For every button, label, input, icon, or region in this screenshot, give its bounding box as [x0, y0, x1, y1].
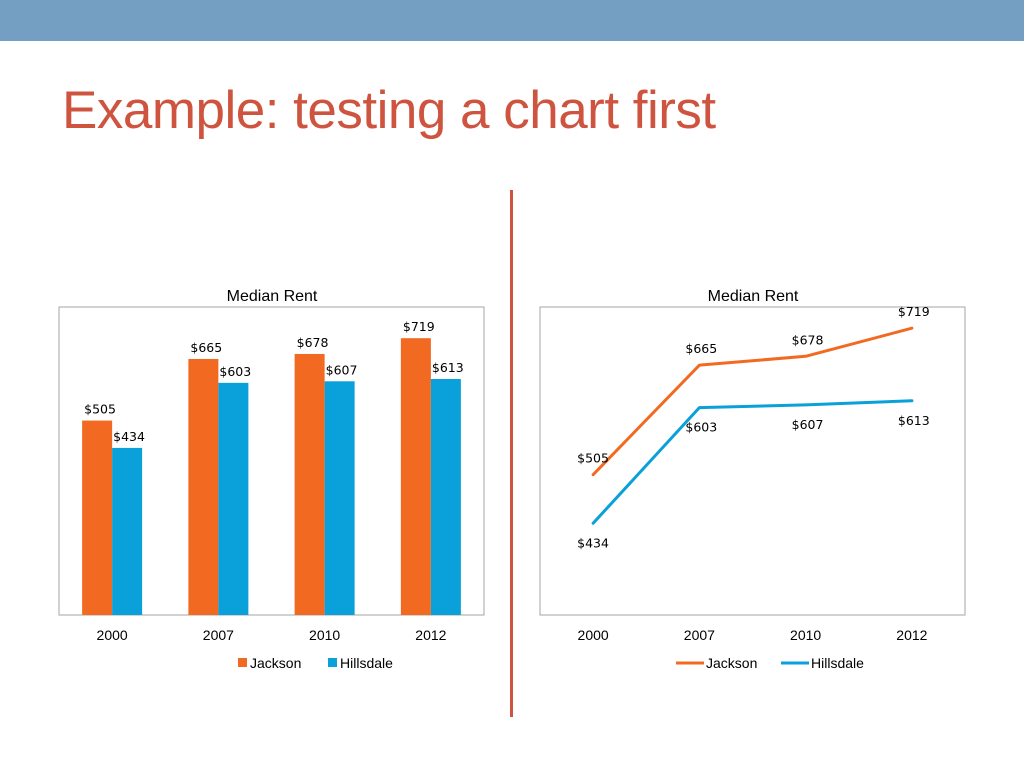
chart1-data-label: $613	[432, 360, 464, 375]
chart2-data-label: $665	[685, 341, 717, 356]
chart1-x-tick-label: 2007	[203, 627, 234, 643]
chart1-x-tick-label: 2010	[309, 627, 340, 643]
chart2-line-hillsdale	[591, 399, 914, 525]
chart1-x-tick-label: 2000	[97, 627, 128, 643]
chart2-x-tick-label: 2012	[896, 627, 927, 643]
chart2-data-label: $603	[685, 420, 717, 435]
chart2-plot-area	[539, 306, 966, 616]
chart1-data-label: $603	[219, 364, 251, 379]
chart1-legend-swatch-hillsdale	[328, 658, 337, 667]
chart1-bar-hillsdale	[324, 381, 355, 615]
chart1-legend-label: Hillsdale	[340, 655, 393, 671]
chart1-legend-swatch-jackson	[238, 658, 247, 667]
chart2-line-jackson	[591, 326, 914, 477]
chart2-data-label: $434	[577, 535, 609, 550]
chart1-bar-hillsdale	[112, 447, 143, 615]
chart2-data-label: $613	[898, 413, 930, 428]
chart1-bar-jackson	[188, 358, 219, 615]
chart1-data-label: $719	[403, 319, 435, 334]
chart2-data-label: $505	[577, 451, 609, 466]
chart2-data-label: $607	[792, 417, 824, 432]
chart1-legend-label: Jackson	[250, 655, 301, 671]
chart1-bar-jackson	[82, 420, 113, 615]
chart2-data-label: $678	[792, 332, 824, 347]
chart1-bar-hillsdale	[430, 378, 461, 615]
chart2-legend-label: Hillsdale	[811, 655, 864, 671]
chart1-x-tick-label: 2012	[415, 627, 446, 643]
chart2-legend-label: Jackson	[706, 655, 757, 671]
chart1-data-label: $505	[84, 402, 116, 417]
chart2-title: Median Rent	[708, 288, 799, 305]
chart1-data-label: $607	[326, 362, 358, 377]
chart2-x-tick-label: 2010	[790, 627, 821, 643]
chart1-title: Median Rent	[227, 288, 318, 305]
chart1-bar-hillsdale	[218, 382, 249, 615]
chart1-data-label: $678	[297, 335, 329, 350]
chart1-data-label: $434	[113, 429, 145, 444]
chart2-x-tick-label: 2000	[578, 627, 609, 643]
chart1-bar-jackson	[400, 338, 431, 615]
chart2-data-label: $719	[898, 304, 930, 319]
top-band	[0, 0, 1024, 41]
chart2-x-tick-label: 2007	[684, 627, 715, 643]
slide-title: Example: testing a chart first	[62, 81, 716, 140]
chart1-bar-jackson	[294, 353, 325, 615]
chart1-data-label: $665	[190, 340, 222, 355]
divider-line	[510, 190, 513, 717]
